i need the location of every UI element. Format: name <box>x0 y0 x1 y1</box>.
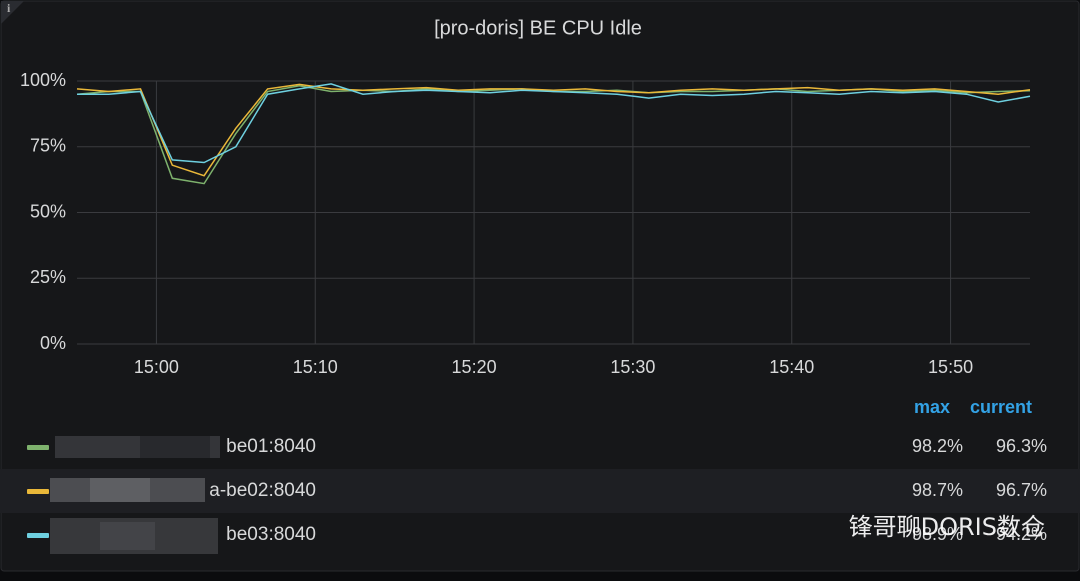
chart-title: [pro-doris] BE CPU Idle <box>434 17 642 39</box>
x-tick-label: 15:50 <box>928 357 973 377</box>
watermark: 锋哥聊DORIS数仓 <box>849 513 1045 541</box>
name-mosaic <box>50 436 220 554</box>
legend-header-max: max <box>914 397 950 417</box>
legend-max: 98.9% <box>912 524 963 544</box>
x-tick-label: 15:00 <box>134 357 179 377</box>
y-tick-label: 100% <box>20 70 66 90</box>
y-tick-label: 0% <box>40 333 66 353</box>
info-corner[interactable] <box>1 1 24 24</box>
legend-name: be03:8040 <box>226 524 316 545</box>
series-line <box>76 83 1031 177</box>
series-line <box>77 83 1031 164</box>
y-tick-label: 75% <box>30 136 66 156</box>
plot: 0% 25% 50% 75% 100% 15:00 15:10 15:20 15:30 15:40… <box>20 70 1031 377</box>
legend-name: a-be02:8040 <box>209 480 316 501</box>
x-tick-label: 15:20 <box>452 357 497 377</box>
legend-current: 96.7% <box>996 480 1047 500</box>
legend-header-current: current <box>970 397 1032 417</box>
legend-current: 96.3% <box>996 436 1047 456</box>
x-tick-label: 15:40 <box>769 357 814 377</box>
legend-swatch <box>27 533 49 538</box>
legend-current: 94.2% <box>996 524 1047 544</box>
y-tick-label: 50% <box>30 201 66 221</box>
legend-max: 98.2% <box>912 436 963 456</box>
legend-swatch <box>27 445 49 450</box>
x-tick-label: 15:30 <box>610 357 655 377</box>
info-icon: i <box>7 1 11 15</box>
x-tick-label: 15:10 <box>293 357 338 377</box>
legend-name: be01:8040 <box>226 436 316 457</box>
legend-swatch <box>27 489 49 494</box>
legend-max: 98.7% <box>912 480 963 500</box>
y-tick-label: 25% <box>30 267 66 287</box>
